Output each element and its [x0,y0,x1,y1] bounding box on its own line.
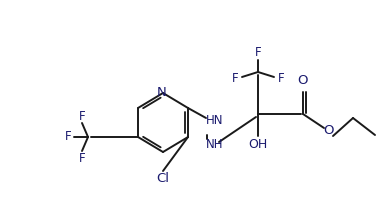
Text: O: O [323,124,333,138]
Text: F: F [79,110,85,123]
Text: F: F [79,152,85,165]
Text: HN: HN [206,113,224,127]
Text: O: O [298,74,308,88]
Text: OH: OH [248,138,268,152]
Text: F: F [232,73,238,85]
Text: Cl: Cl [156,173,170,186]
Text: F: F [65,131,71,144]
Text: NH: NH [206,138,224,151]
Text: F: F [278,73,284,85]
Text: N: N [157,85,167,99]
Text: F: F [255,46,261,60]
